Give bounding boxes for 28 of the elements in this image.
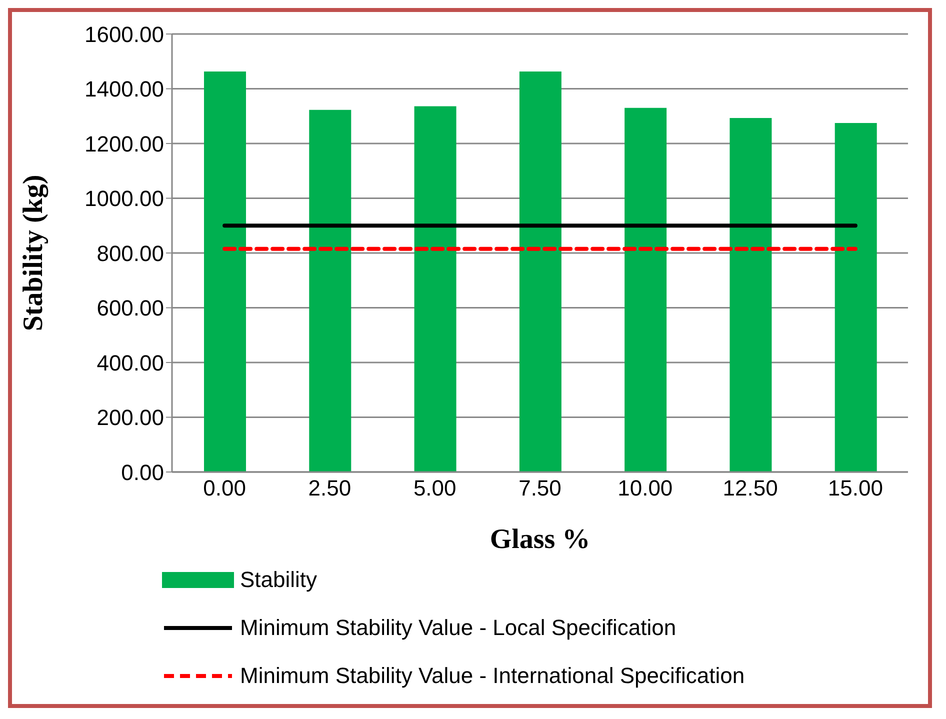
y-tick-label: 800.00 [96,240,164,266]
x-tick-label: 5.00 [413,476,456,501]
y-tick-label: 200.00 [96,405,164,430]
y-tick-label: 1200.00 [84,131,164,156]
bar [414,106,456,472]
legend-label: Minimum Stability Value - International Specification [240,663,745,689]
x-tick-label: 15.00 [828,476,883,501]
y-tick-label: 1600.00 [84,22,164,47]
legend-label: Minimum Stability Value - Local Specification [240,615,676,641]
bar [834,122,877,472]
y-tick-label: 1000.00 [84,186,164,212]
x-axis-title: Glass % [490,524,590,555]
bar [624,108,667,472]
x-tick-label: 7.50 [518,476,562,501]
x-tick-label: 0.00 [203,476,246,501]
y-tick-label: 1400.00 [84,76,164,102]
x-tick-label: 12.50 [722,476,778,501]
bar [309,110,352,472]
y-axis-title: Stability (kg) [18,174,49,332]
legend-label: Stability [240,567,318,593]
x-tick-label: 2.50 [308,476,352,501]
bar [730,118,772,472]
y-tick-label: 400.00 [96,350,164,376]
y-tick-label: 600.00 [96,296,164,321]
y-tick-label: 0.00 [121,460,164,485]
bar [204,72,246,472]
bar [519,72,562,472]
x-tick-label: 10.00 [618,476,673,501]
